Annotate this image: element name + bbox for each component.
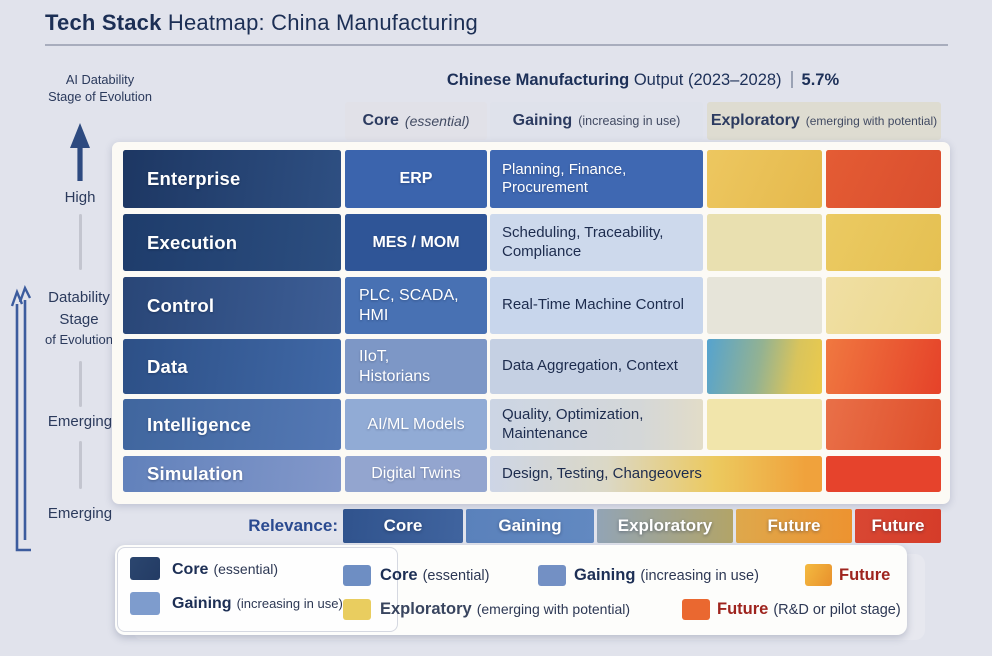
axis-stage-line3: of Evolution (45, 331, 113, 347)
page-title-rest: Heatmap: China Manufacturing (161, 10, 478, 35)
row-intelligence-gaining-cell: Quality, Optimization, Maintenance (490, 399, 703, 450)
relevance-label: Relevance: (248, 516, 338, 535)
heat-cell-enterprise-future (826, 150, 941, 208)
legend-exploratory-qualifier: (emerging with potential) (476, 601, 630, 617)
legend-swatch-gaining-blue2 (538, 565, 566, 586)
row-intelligence-core-cell: AI/ML Models (345, 399, 487, 450)
row-control-core-cell: PLC, SCADA, HMI (345, 277, 487, 334)
row-enterprise-gaining-cell: Planning, Finance, Procurement (490, 150, 703, 208)
legend-gaining-name: Gaining (172, 595, 232, 612)
legend-item-future-red: Future (R&D or pilot stage) (717, 598, 901, 621)
axis-caption: AI Datability Stage of Evolution (35, 71, 165, 106)
legend-future-red-name: Future (717, 600, 769, 618)
legend-item-gaining-secondary: Gaining (increasing in use) (574, 564, 759, 587)
legend-swatch-exploratory-gold (343, 599, 371, 620)
column-header-gaining: Gaining (increasing in use) (490, 102, 703, 140)
column-header-core-name: Core (362, 112, 399, 129)
page-title-strong: Tech Stack (45, 10, 162, 35)
column-header-gaining-name: Gaining (512, 112, 573, 129)
heat-cell-execution-exploratory (707, 214, 822, 271)
legend-item-core-primary: Core (essential) (172, 558, 278, 581)
legend-swatch-core-dark (130, 557, 160, 580)
relevance-segment-gaining: Gaining (466, 509, 594, 543)
legend-item-core-secondary: Core (essential) (380, 564, 489, 587)
axis-label-high: High (64, 189, 96, 206)
legend-swatch-future-amber (805, 564, 832, 586)
legend-core-name: Core (172, 561, 209, 578)
row-execution-core-cell: MES / MOM (345, 214, 487, 271)
row-intelligence-label: Intelligence (123, 399, 341, 450)
row-enterprise-label: Enterprise (123, 150, 341, 208)
column-header-exploratory: Exploratory (emerging with potential) (707, 102, 941, 140)
legend-item-future-amber: Future (839, 564, 895, 587)
legend-core2-qualifier: (essential) (422, 568, 490, 584)
legend-exploratory-name: Exploratory (380, 600, 472, 618)
relevance-segment-future-amber: Future (736, 509, 852, 543)
column-header-core-qualifier: (essential) (404, 113, 470, 129)
legend-swatch-gaining-blue (130, 592, 160, 615)
legend-gaining2-name: Gaining (574, 566, 636, 584)
row-execution-label: Execution (123, 214, 341, 271)
axis-up-arrow-icon (70, 123, 90, 181)
legend-future-amber-name: Future (839, 566, 891, 584)
axis-caption-line2: Stage of Evolution (48, 89, 152, 105)
heat-cell-control-exploratory (707, 277, 822, 334)
legend-swatch-core-blue (343, 565, 371, 586)
row-data-gaining-cell: Data Aggregation, Context (490, 339, 703, 394)
output-note-rest: Output (2023–2028) (629, 71, 782, 89)
legend-item-gaining-primary: Gaining (increasing in use) (172, 593, 343, 615)
heat-cell-data-future (826, 339, 941, 394)
output-growth-value: 5.7% (801, 71, 840, 89)
axis-tick (79, 214, 82, 270)
heat-cell-intelligence-exploratory (707, 399, 822, 450)
heat-cell-enterprise-exploratory (707, 150, 822, 208)
row-simulation-gaining-exploratory-cell: Design, Testing, Changeovers (490, 456, 822, 492)
row-enterprise-core-cell: ERP (345, 150, 487, 208)
axis-label-emerging-mid: Emerging (47, 413, 113, 430)
row-simulation-core-cell: Digital Twins (345, 456, 487, 492)
row-control-label: Control (123, 277, 341, 334)
axis-stage-line2: Stage (59, 310, 99, 328)
legend-gaining2-qualifier: (increasing in use) (640, 568, 759, 584)
heat-cell-control-future (826, 277, 941, 334)
column-header-exploratory-qualifier: (emerging with potential) (805, 114, 938, 128)
output-note-strong: Chinese Manufacturing (446, 71, 630, 89)
legend-future-red-qualifier: (R&D or pilot stage) (773, 602, 901, 618)
heat-cell-intelligence-future (826, 399, 941, 450)
relevance-segment-core: Core (343, 509, 463, 543)
row-execution-gaining-cell: Scheduling, Traceability, Compliance (490, 214, 703, 271)
axis-caption-line1: AI Datability (65, 72, 135, 87)
axis-tick (79, 361, 82, 407)
axis-bracket-arrows-icon (10, 284, 32, 552)
column-header-exploratory-name: Exploratory (710, 112, 800, 129)
title-divider (45, 44, 948, 46)
axis-label-emerging-low: Emerging (47, 505, 113, 522)
axis-label-stage: Datability Stage of Evolution (18, 287, 140, 349)
heat-cell-simulation-future (826, 456, 941, 492)
axis-stage-line1: Datability (48, 289, 110, 306)
relevance-segment-exploratory: Exploratory (597, 509, 733, 543)
row-simulation-label: Simulation (123, 456, 341, 492)
output-note-divider (790, 71, 793, 88)
column-header-gaining-qualifier: (increasing in use) (578, 114, 681, 128)
legend-swatch-future-orange (682, 599, 710, 620)
relevance-segment-future-red: Future (855, 509, 941, 543)
column-header-core: Core (essential) (345, 102, 487, 140)
legend-gaining-qualifier: (increasing in use) (236, 596, 343, 611)
heat-cell-data-exploratory (707, 339, 822, 394)
heat-cell-execution-future (826, 214, 941, 271)
page-title: Tech Stack Heatmap: China Manufacturing (45, 10, 478, 36)
row-data-core-cell: IIoT, Historians (345, 339, 487, 394)
legend-item-exploratory: Exploratory (emerging with potential) (380, 598, 630, 621)
axis-tick (79, 441, 82, 489)
output-note: Chinese Manufacturing Output (2023–2028)… (345, 71, 941, 90)
row-control-gaining-cell: Real-Time Machine Control (490, 277, 703, 334)
legend-core-qualifier: (essential) (213, 561, 279, 577)
row-data-label: Data (123, 339, 341, 394)
legend-core2-name: Core (380, 566, 418, 584)
